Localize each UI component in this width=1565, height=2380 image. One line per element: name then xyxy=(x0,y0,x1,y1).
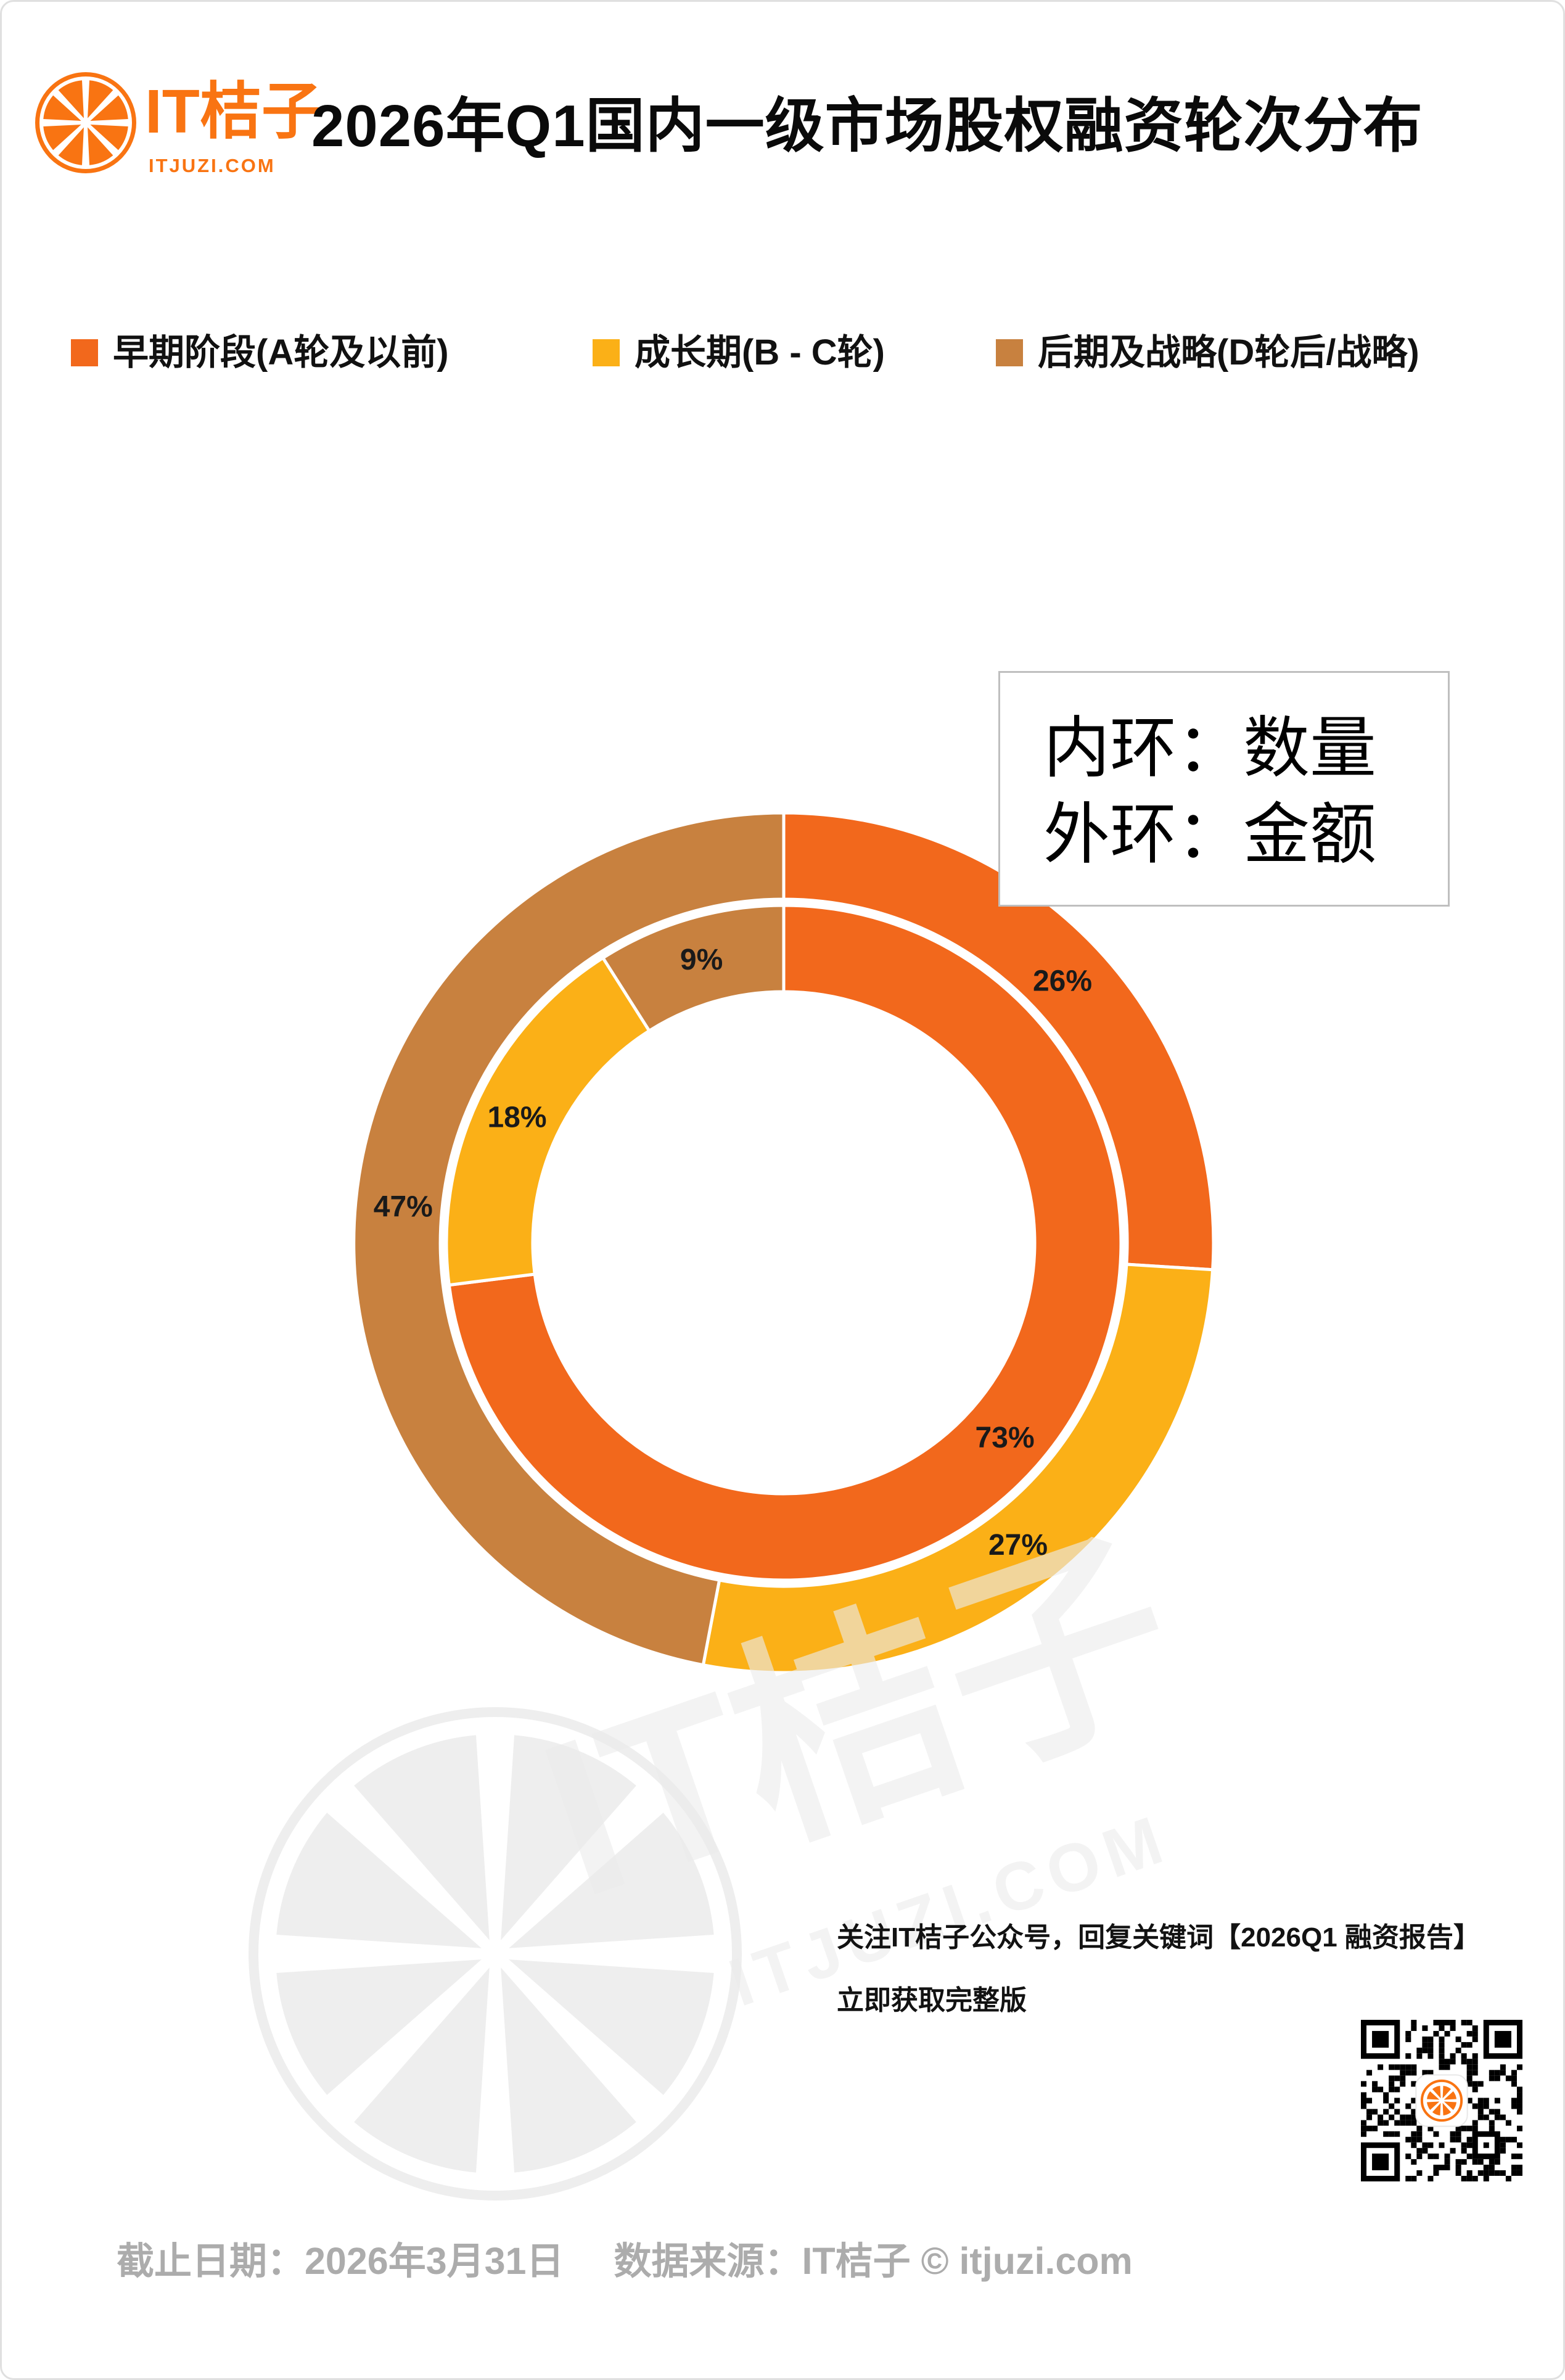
legend-item-late-stage: 后期及战略(D轮后/战略) xyxy=(996,335,1419,371)
footer-deadline: 截止日期：2026年3月31日 xyxy=(117,2240,564,2282)
wechat-qr-code xyxy=(1361,2020,1522,2181)
segment-percent-label: 47% xyxy=(374,1191,433,1224)
wechat-notice: 关注IT桔子公众号，回复关键词【2026Q1 融资报告】 立即获取完整版 xyxy=(837,1906,1481,2032)
nested-donut-chart: 73% 18% 9% 26% 27% 47% xyxy=(352,811,1215,1674)
outer-ring-segment xyxy=(701,1262,1215,1674)
legend-swatch-early-stage-icon xyxy=(71,339,98,366)
legend-item-early-stage: 早期阶段(A轮及以前) xyxy=(71,335,449,371)
ring-legend-note: 内环：数量 外环：金额 xyxy=(998,671,1450,907)
inner-ring-segment xyxy=(447,904,1123,1582)
segment-percent-label: 73% xyxy=(976,1422,1035,1454)
wechat-notice-line2: 立即获取完整版 xyxy=(837,1985,1027,2016)
legend-label: 成长期(B - C轮) xyxy=(635,332,885,373)
legend-item-growth-stage: 成长期(B - C轮) xyxy=(593,335,885,371)
legend-label: 早期阶段(A轮及以前) xyxy=(113,332,449,373)
wechat-notice-line1: 关注IT桔子公众号，回复关键词【2026Q1 融资报告】 xyxy=(837,1922,1481,1953)
outer-ring-note: 外环：金额 xyxy=(1043,797,1377,871)
legend-swatch-late-stage-icon xyxy=(996,339,1023,366)
outer-ring-segment xyxy=(352,811,786,1667)
brand-domain: ITJUZI.COM xyxy=(149,155,276,176)
legend-label: 后期及战略(D轮后/战略) xyxy=(1038,332,1419,373)
brand-name: IT桔子 xyxy=(145,77,323,146)
footer-source: 数据来源：IT桔子 © itjuzi.com xyxy=(614,2240,1133,2282)
segment-percent-label: 18% xyxy=(487,1101,546,1134)
inner-ring-segment xyxy=(601,904,786,1032)
inner-ring-note: 内环：数量 xyxy=(1043,710,1377,785)
itjuzi-citrus-logo-icon xyxy=(35,72,136,173)
segment-percent-label: 9% xyxy=(680,944,723,976)
footer-meta: 截止日期：2026年3月31日 数据来源：IT桔子 © itjuzi.com xyxy=(117,2240,1133,2282)
legend-swatch-growth-stage-icon xyxy=(593,339,620,366)
watermark-citrus-icon xyxy=(249,1707,742,2201)
page-title: 2026年Q1国内一级市场股权融资轮次分布 xyxy=(311,93,1423,159)
segment-percent-label: 26% xyxy=(1033,965,1092,998)
segment-percent-label: 27% xyxy=(988,1529,1048,1562)
